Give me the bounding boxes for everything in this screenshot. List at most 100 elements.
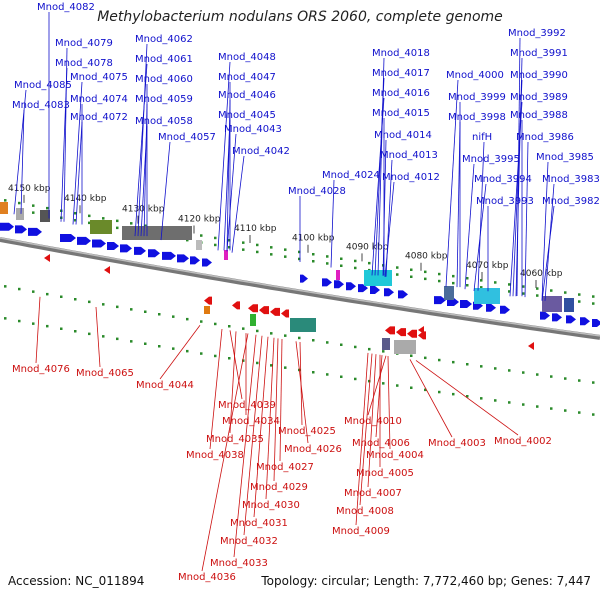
top-gene-label: Mnod_4059: [135, 94, 193, 237]
track-dot: [396, 266, 399, 269]
top-leader-line: [464, 163, 475, 290]
track-dot: [298, 257, 301, 261]
lower-tick-track-2: [4, 317, 595, 416]
forward-gene-arrow: [77, 236, 91, 245]
track-dot: [256, 243, 259, 247]
track-dot: [60, 327, 63, 330]
top-gene-label-text: Mnod_4018: [372, 48, 430, 59]
bottom-leader-line: [265, 337, 275, 500]
track-dot: [4, 317, 7, 320]
track-dot: [326, 373, 329, 376]
top-gene-label-text: Mnod_4043: [224, 124, 282, 135]
top-gene-label-text: Mnod_4078: [55, 58, 113, 69]
top-gene-label: Mnod_4000: [445, 70, 504, 287]
track-dot: [368, 347, 371, 351]
bottom-leader-line: [229, 331, 237, 434]
reverse-gene-arrow: [396, 328, 406, 337]
top-gene-label-text: Mnod_4082: [37, 2, 95, 13]
track-dot: [130, 308, 133, 311]
track-dot: [242, 327, 245, 330]
track-dot: [46, 324, 49, 328]
bottom-leader-line: [409, 359, 453, 438]
bottom-leader-line: [375, 355, 383, 438]
topology-text: Topology: circular; Length: 7,772,460 bp…: [261, 574, 591, 588]
top-gene-label-text: Mnod_4062: [135, 34, 193, 45]
top-gene-label: Mnod_4061: [134, 54, 193, 237]
top-gene-label-text: Mnod_3998: [448, 112, 506, 123]
track-dot: [438, 279, 441, 283]
feature-block: [40, 210, 50, 222]
bottom-gene-label: Mnod_4003: [409, 359, 486, 449]
top-gene-label-text: Mnod_3995: [462, 154, 520, 165]
forward-gene-arrow: [177, 254, 189, 263]
lower-tick-track: [4, 285, 595, 384]
top-gene-label-text: Mnod_4072: [70, 112, 128, 123]
feature-block: [336, 270, 340, 280]
genome-backbone-highlight: [0, 237, 600, 337]
track-dot: [466, 284, 469, 287]
bottom-gene-label-text: Mnod_4038: [186, 450, 244, 461]
track-dot: [32, 322, 35, 325]
forward-gene-arrow: [540, 311, 550, 320]
top-gene-label: Mnod_4016: [371, 88, 430, 276]
feature-block: [224, 250, 228, 260]
bottom-leader-line: [359, 353, 373, 506]
scale-label-text: 4090 kbp: [346, 242, 389, 252]
track-dot: [60, 295, 63, 298]
reverse-gene-arrow: [259, 306, 269, 315]
track-dot: [354, 259, 357, 263]
track-dot: [592, 302, 595, 305]
forward-gene-arrow: [15, 225, 27, 234]
bottom-gene-label-text: Mnod_4004: [366, 450, 424, 461]
bottom-gene-label: Mnod_4030: [242, 337, 300, 511]
track-dot: [494, 399, 497, 402]
scale-label: 4080 kbp: [405, 252, 448, 271]
track-dot: [592, 381, 595, 384]
track-dot: [144, 224, 147, 227]
top-gene-label: Mnod_3998: [448, 112, 506, 288]
feature-block: [122, 226, 192, 240]
top-leader-line: [134, 63, 148, 237]
bottom-gene-label-text: Mnod_4039: [218, 400, 276, 411]
track-dot: [382, 382, 385, 385]
top-gene-label-text: Mnod_3983: [542, 174, 600, 185]
top-gene-label-text: nifH: [472, 132, 492, 143]
bottom-gene-label: Mnod_4005: [356, 354, 414, 479]
bottom-gene-label-text: Mnod_4009: [332, 526, 390, 537]
top-gene-label: Mnod_4058: [135, 116, 193, 237]
top-gene-label: Mnod_4078: [55, 58, 113, 222]
feature-block: [474, 288, 500, 304]
reverse-gene-arrow: [407, 329, 417, 338]
track-dot: [564, 377, 567, 380]
track-dot: [116, 305, 119, 309]
top-leader-line: [477, 141, 485, 291]
top-gene-label: Mnod_4012: [382, 172, 440, 278]
bottom-leader-line: [415, 360, 519, 436]
bottom-gene-label-text: Mnod_4065: [76, 368, 134, 379]
top-gene-label: Mnod_4043: [224, 124, 282, 252]
forward-gene-arrow: [434, 296, 446, 305]
reverse-gene-arrow: [232, 301, 240, 310]
track-dot: [284, 334, 287, 337]
top-leader-line: [512, 79, 523, 297]
track-dot: [200, 352, 203, 355]
track-dot: [396, 273, 399, 276]
bottom-gene-label-text: Mnod_4006: [352, 438, 410, 449]
track-dot: [18, 319, 21, 323]
track-dot: [424, 277, 427, 281]
top-gene-label-text: Mnod_4017: [372, 68, 430, 79]
reverse-gene-small: [528, 342, 534, 350]
scale-label-text: 4140 kbp: [64, 194, 107, 204]
bottom-gene-label-text: Mnod_4032: [220, 536, 278, 547]
feature-block: [90, 220, 112, 234]
scale-label-text: 4080 kbp: [405, 252, 448, 262]
track-dot: [354, 377, 357, 381]
track-dot: [508, 369, 511, 372]
top-leader-line: [371, 97, 385, 276]
top-gene-label: Mnod_3994: [473, 174, 532, 292]
top-gene-label-text: Mnod_4024: [322, 170, 380, 181]
top-gene-label-text: Mnod_4074: [70, 94, 128, 105]
reverse-gene-arrow: [385, 326, 395, 335]
top-gene-label-text: Mnod_4012: [382, 172, 440, 183]
bottom-gene-label-text: Mnod_4010: [344, 416, 402, 427]
